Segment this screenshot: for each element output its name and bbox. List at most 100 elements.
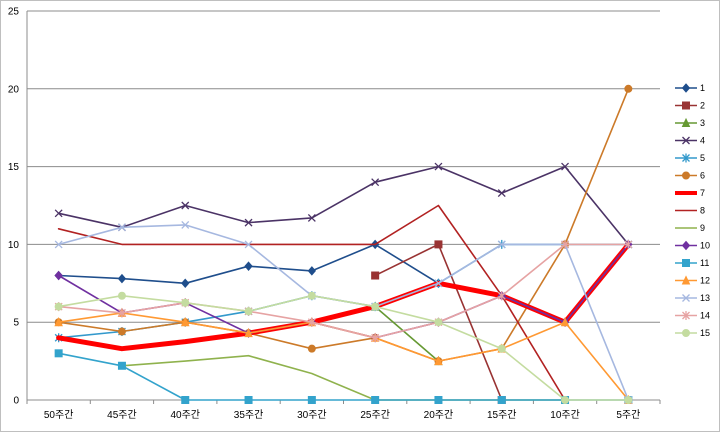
legend-label: 4 bbox=[700, 136, 705, 146]
legend-marker bbox=[681, 83, 691, 93]
series-11 bbox=[54, 349, 633, 404]
legend-marker bbox=[681, 240, 691, 251]
series-8 bbox=[57, 204, 566, 401]
legend-item-9: 9 bbox=[675, 223, 705, 233]
legend-marker bbox=[681, 275, 691, 285]
data-point bbox=[54, 270, 63, 281]
legend-marker bbox=[681, 117, 691, 127]
legend-label: 5 bbox=[700, 153, 705, 163]
legend-label: 12 bbox=[700, 276, 710, 286]
data-point bbox=[561, 162, 570, 171]
x-tick-label: 5주간 bbox=[616, 409, 640, 421]
data-point bbox=[54, 302, 63, 311]
x-tick-label: 50주간 bbox=[44, 409, 74, 421]
x-tick-label: 10주간 bbox=[550, 409, 580, 421]
data-point bbox=[434, 396, 443, 404]
data-point bbox=[497, 240, 506, 249]
data-point bbox=[117, 223, 126, 232]
legend-label: 11 bbox=[700, 258, 709, 268]
x-tick-label: 35주간 bbox=[234, 409, 264, 421]
data-point bbox=[244, 307, 253, 316]
data-point bbox=[624, 84, 633, 93]
legend-item-5: 5 bbox=[675, 153, 705, 163]
series-line bbox=[57, 294, 630, 401]
legend-marker bbox=[682, 101, 690, 110]
legend-item-6: 6 bbox=[675, 171, 705, 181]
series-line bbox=[56, 241, 631, 352]
legend-item-14: 14 bbox=[675, 311, 710, 321]
y-tick-label: 5 bbox=[13, 318, 19, 329]
series-1 bbox=[54, 239, 443, 289]
legend-item-2: 2 bbox=[675, 101, 705, 111]
legend-marker bbox=[682, 136, 690, 145]
y-tick-label: 0 bbox=[13, 396, 19, 407]
data-point bbox=[497, 396, 506, 404]
data-point bbox=[307, 213, 316, 222]
series-7 bbox=[56, 241, 631, 352]
y-tick-label: 15 bbox=[8, 162, 20, 173]
data-point bbox=[181, 220, 190, 229]
legend-item-12: 12 bbox=[675, 275, 710, 286]
data-point bbox=[54, 349, 63, 358]
legend-item-3: 3 bbox=[675, 117, 705, 128]
data-point bbox=[497, 291, 506, 301]
series-15 bbox=[54, 291, 633, 404]
legend-item-7: 7 bbox=[675, 188, 705, 198]
series-line bbox=[374, 305, 440, 362]
x-tick-label: 40주간 bbox=[170, 409, 200, 421]
legend-item-11: 11 bbox=[675, 258, 709, 268]
series-10 bbox=[54, 239, 633, 343]
data-point bbox=[244, 261, 253, 271]
data-point bbox=[371, 178, 380, 187]
data-point bbox=[560, 317, 570, 327]
legend-label: 7 bbox=[700, 188, 705, 198]
gridlines bbox=[27, 10, 660, 401]
data-point bbox=[54, 240, 63, 249]
y-tick-label: 10 bbox=[8, 240, 20, 251]
data-point bbox=[181, 298, 190, 307]
data-point bbox=[434, 240, 443, 249]
data-point bbox=[117, 361, 126, 370]
x-tick-label: 45주간 bbox=[107, 409, 137, 421]
series-6 bbox=[54, 84, 633, 366]
legend-label: 9 bbox=[700, 223, 705, 233]
y-axis: 0 5 10 15 20 25 bbox=[8, 7, 28, 407]
legend-label: 10 bbox=[700, 241, 710, 251]
data-point bbox=[244, 396, 253, 404]
series-group bbox=[54, 84, 633, 404]
legend-label: 13 bbox=[700, 293, 710, 303]
legend-marker bbox=[682, 294, 690, 302]
series-line bbox=[57, 352, 630, 401]
legend-label: 3 bbox=[700, 118, 705, 128]
legend-label: 6 bbox=[700, 171, 705, 181]
data-point bbox=[181, 396, 190, 404]
x-axis: 50주간 45주간 40주간 35주간 30주간 25주간 20주간 15주간 10주간 5주간 bbox=[26, 399, 661, 421]
data-point bbox=[371, 396, 380, 404]
data-point bbox=[180, 317, 190, 327]
legend-label: 8 bbox=[700, 206, 705, 216]
data-point bbox=[434, 279, 443, 288]
legend-label: 14 bbox=[700, 311, 710, 321]
data-point bbox=[307, 396, 316, 404]
data-point bbox=[434, 162, 443, 171]
data-point bbox=[371, 271, 380, 280]
x-tick-label: 25주간 bbox=[360, 409, 390, 421]
legend-marker bbox=[682, 311, 690, 320]
data-point bbox=[181, 201, 190, 210]
y-tick-label: 25 bbox=[8, 7, 20, 18]
legend-label: 15 bbox=[700, 328, 710, 338]
data-point bbox=[117, 308, 126, 318]
x-tick-label: 30주간 bbox=[297, 409, 327, 421]
legend-item-10: 10 bbox=[675, 241, 710, 251]
series-5 bbox=[54, 239, 633, 343]
data-point bbox=[497, 189, 506, 198]
data-point bbox=[434, 318, 443, 327]
data-point bbox=[371, 333, 380, 343]
series-line bbox=[57, 88, 630, 362]
data-point bbox=[117, 327, 126, 336]
data-point bbox=[54, 209, 63, 218]
legend-item-1: 1 bbox=[675, 83, 705, 93]
data-point bbox=[307, 266, 317, 276]
